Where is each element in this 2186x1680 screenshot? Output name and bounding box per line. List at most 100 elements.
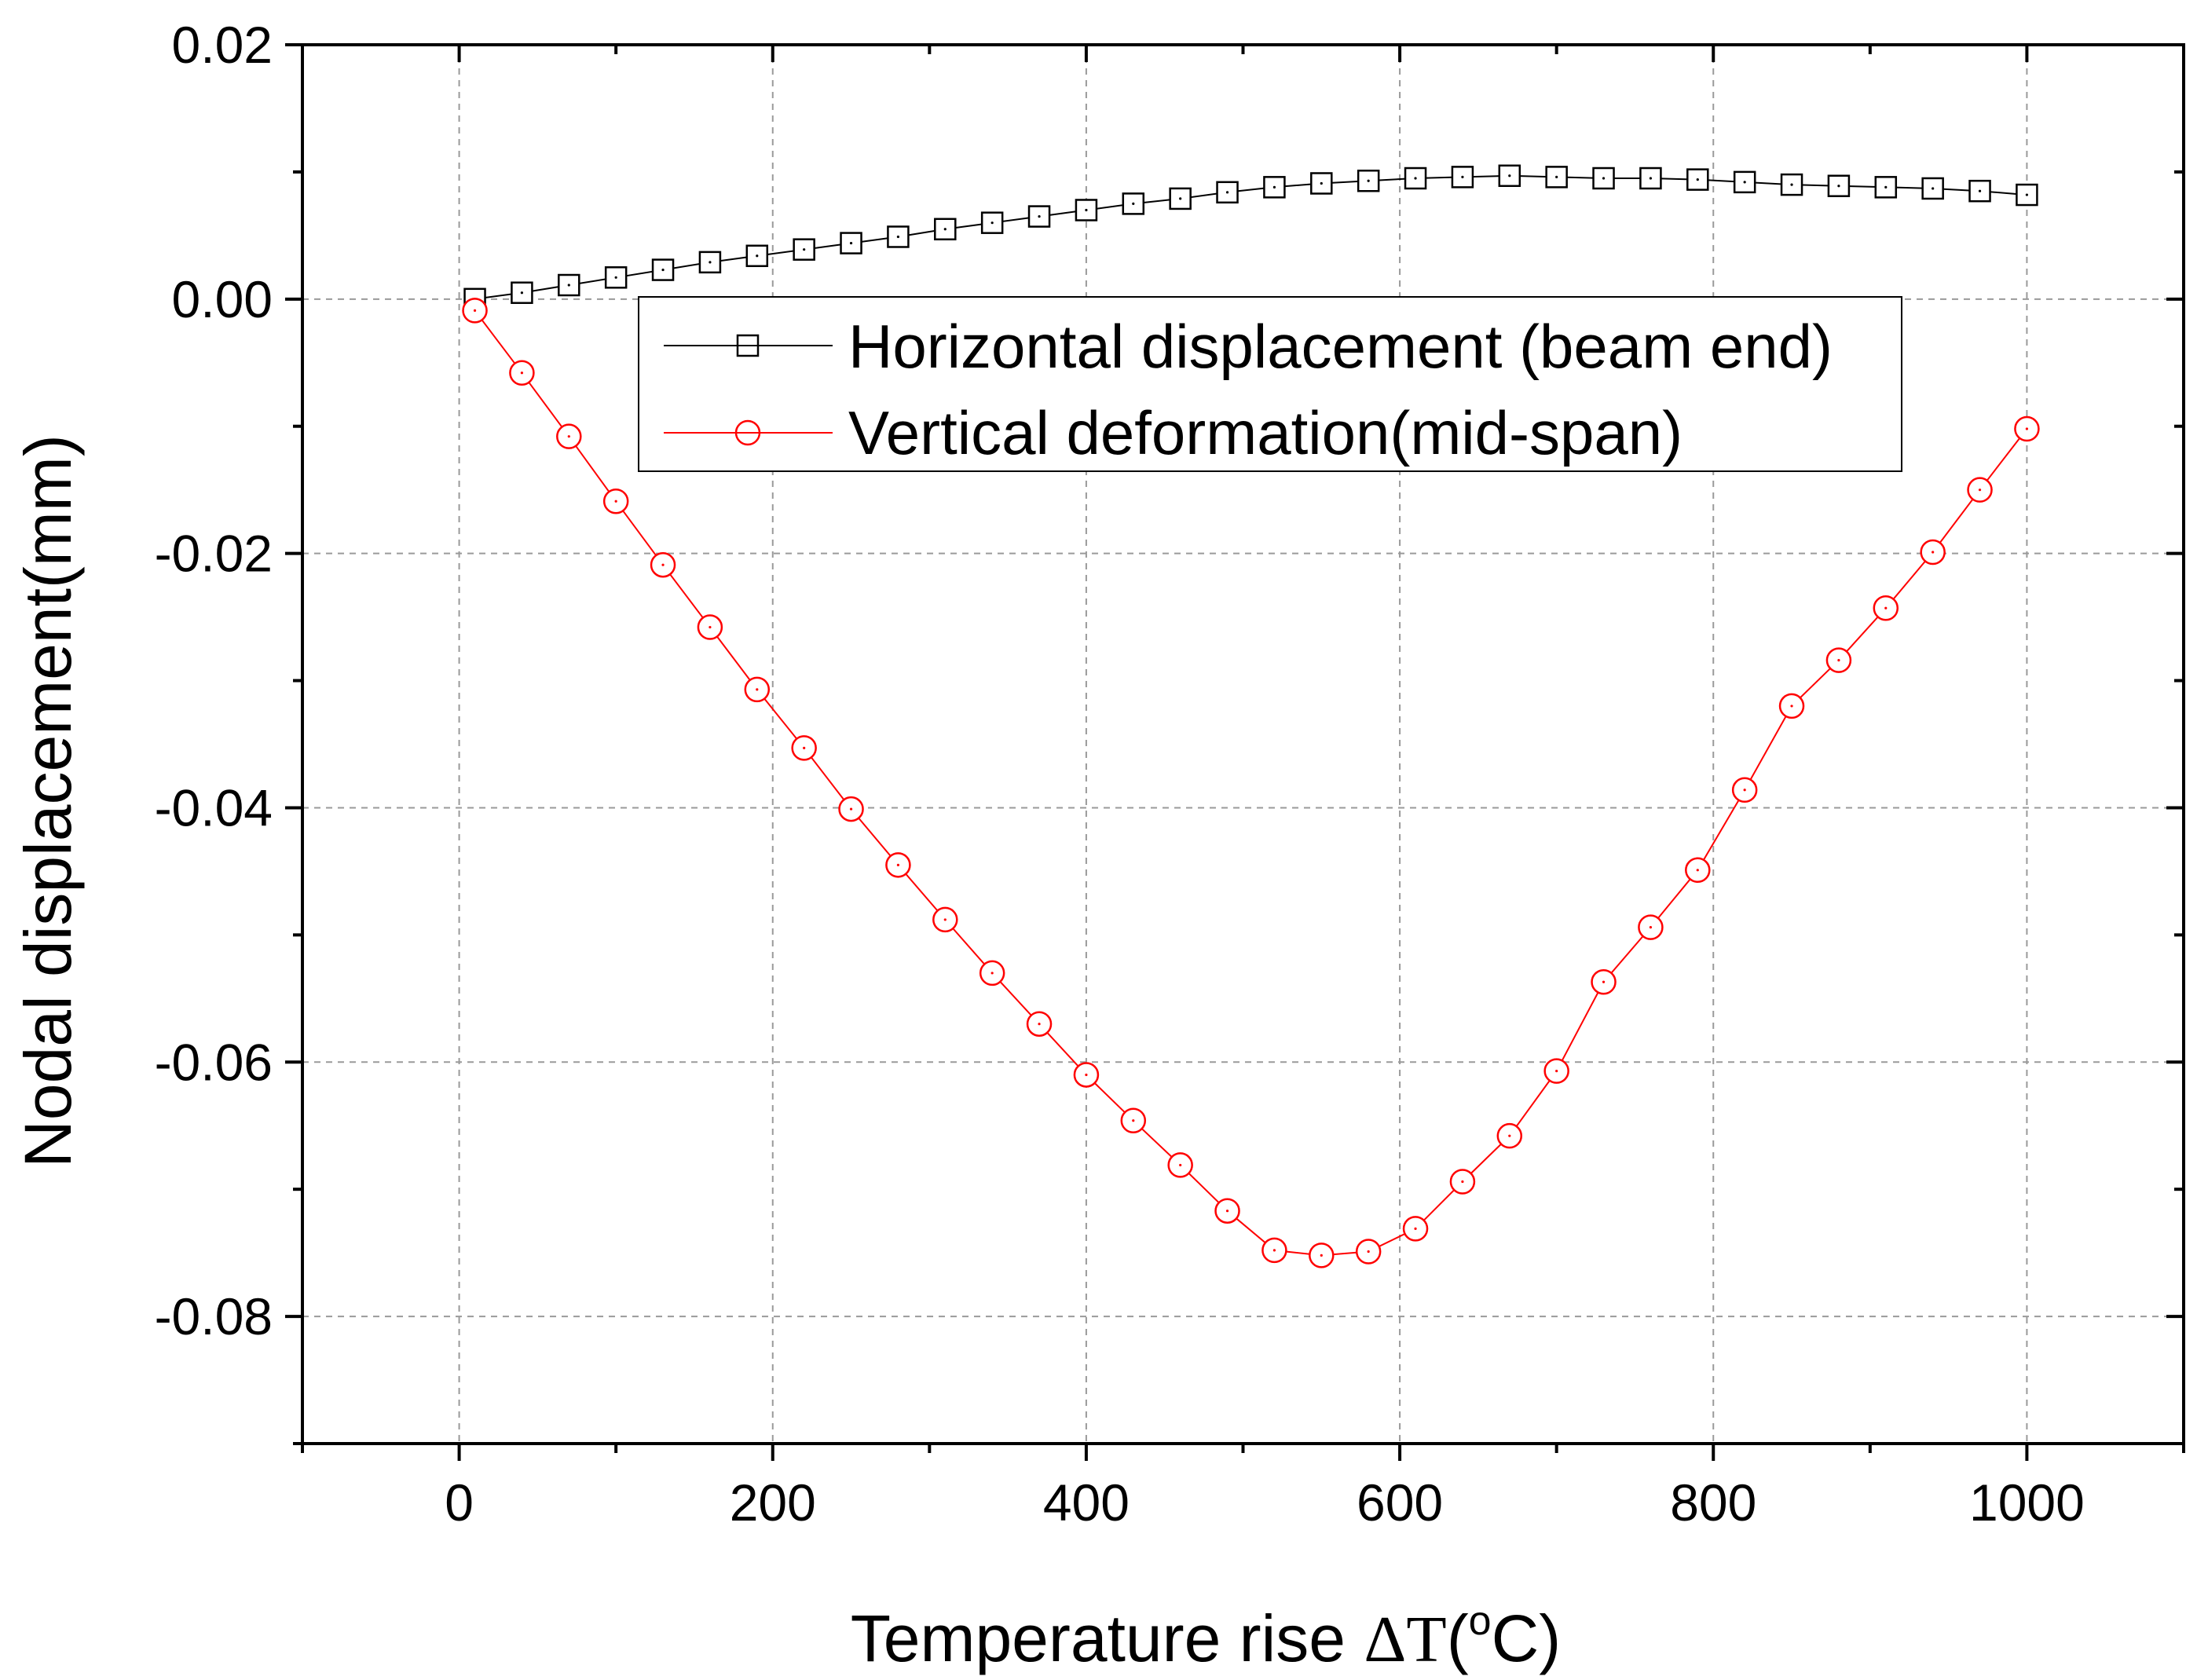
legend: Horizontal displacement (beam end) Verti…	[638, 296, 1902, 472]
y-axis-title: Nodal displacement(mm)	[11, 434, 85, 1168]
data-point-center	[661, 268, 665, 272]
x-tick-label: 600	[1357, 1473, 1443, 1532]
data-point-center	[1320, 181, 1323, 185]
series-2	[462, 298, 2040, 1268]
x-axis-title-text: Temperature rise	[851, 1601, 1364, 1675]
data-point-center	[1978, 189, 1982, 192]
series-1	[463, 164, 2038, 311]
x-axis-title-unit-open: (	[1447, 1601, 1469, 1675]
data-point-center	[756, 688, 759, 691]
axis-ticks: 0 200 400 600 800 1000 0.02 0.00 -0.02 -0.04 -0.06…	[155, 16, 2185, 1532]
data-point-center	[567, 435, 570, 438]
data-point-center	[1602, 980, 1606, 983]
data-point-center	[709, 261, 712, 264]
data-point-center	[1743, 181, 1746, 184]
data-point-center	[1837, 659, 1840, 662]
data-point-center	[1649, 177, 1653, 180]
x-axis-title-unit-close: C)	[1492, 1601, 1562, 1675]
series-layer	[462, 164, 2040, 1268]
data-point-center	[849, 241, 853, 245]
data-point-center	[661, 563, 665, 566]
data-point-square	[1357, 169, 1380, 192]
data-point-center	[1272, 1249, 1276, 1252]
x-tick-label: 1000	[1969, 1473, 2085, 1532]
grid-lines	[302, 44, 2184, 1444]
data-point-center	[943, 228, 947, 231]
data-point-center	[520, 291, 524, 295]
data-point-center	[803, 746, 806, 749]
data-point-center	[1790, 705, 1793, 708]
data-point-center	[1414, 177, 1417, 180]
data-point-center	[1367, 1250, 1370, 1254]
data-point-center	[520, 372, 524, 375]
data-point-center	[1038, 1023, 1041, 1026]
data-point-center	[1179, 1163, 1182, 1167]
data-point-center	[1602, 177, 1606, 180]
data-point-square	[558, 273, 580, 297]
data-point-center	[614, 500, 617, 503]
data-point-center	[896, 863, 900, 866]
x-axis-title: Temperature rise ΔT(oC)	[851, 1598, 1561, 1676]
data-point-center	[1179, 197, 1182, 200]
data-point-center	[1414, 1227, 1417, 1230]
y-tick-label: -0.02	[155, 525, 273, 583]
data-point-center	[849, 807, 853, 811]
data-point-center	[1132, 202, 1135, 205]
data-point-center	[1085, 1073, 1088, 1077]
data-point-center	[943, 918, 947, 921]
y-tick-label: 0.00	[172, 270, 273, 328]
data-point-center	[1555, 1070, 1558, 1073]
data-point-center	[1555, 175, 1558, 178]
x-tick-label: 400	[1043, 1473, 1130, 1532]
data-point-center	[709, 625, 712, 629]
data-point-center	[1884, 606, 1888, 609]
data-point-center	[896, 235, 900, 239]
data-point-center	[803, 248, 806, 251]
data-point-center	[614, 276, 617, 279]
data-point-center	[1790, 183, 1793, 186]
data-point-center	[1696, 869, 1699, 872]
data-point-center	[1649, 926, 1653, 929]
plot-frame	[301, 43, 2185, 1445]
data-point-center	[2025, 427, 2029, 430]
y-tick-label: -0.06	[155, 1033, 273, 1091]
data-point-square	[745, 244, 769, 268]
data-point-center	[1461, 175, 1464, 178]
data-point-center	[567, 284, 570, 287]
data-point-center	[1132, 1119, 1135, 1122]
legend-box	[638, 296, 1902, 472]
data-point-center	[990, 972, 994, 975]
data-point-center	[1508, 1134, 1511, 1137]
data-point-center	[1461, 1180, 1464, 1184]
data-point-center	[1932, 187, 1935, 190]
data-point-center	[1225, 191, 1229, 194]
x-tick-label: 0	[445, 1473, 474, 1532]
y-tick-label: -0.04	[155, 778, 273, 836]
data-point-center	[1978, 489, 1982, 492]
data-point-center	[1367, 179, 1370, 182]
legend-marker-square	[736, 334, 760, 357]
legend-label-horizontal: Horizontal displacement (beam end)	[848, 312, 1833, 381]
data-point-square	[1169, 187, 1192, 210]
data-point-center	[1272, 185, 1276, 188]
y-tick-label: 0.02	[172, 16, 273, 74]
data-point-center	[1508, 174, 1511, 178]
data-point-center	[1225, 1210, 1229, 1213]
data-point-square	[1216, 181, 1239, 204]
data-point-center	[1696, 178, 1699, 181]
data-point-center	[473, 309, 477, 312]
data-point-center	[1884, 185, 1888, 188]
data-point-center	[1085, 208, 1088, 212]
series-line	[474, 174, 2027, 300]
data-point-square	[1545, 166, 1568, 188]
data-point-center	[1320, 1254, 1323, 1257]
y-tick-label: -0.08	[155, 1287, 273, 1345]
x-axis-title-symbol: ΔT	[1364, 1603, 1446, 1676]
x-axis-title-degree: o	[1469, 1598, 1492, 1644]
data-point-center	[1837, 185, 1840, 188]
data-point-center	[1743, 789, 1746, 792]
series-line	[474, 309, 2028, 1257]
x-tick-label: 800	[1670, 1473, 1756, 1532]
data-point-center	[756, 254, 759, 258]
